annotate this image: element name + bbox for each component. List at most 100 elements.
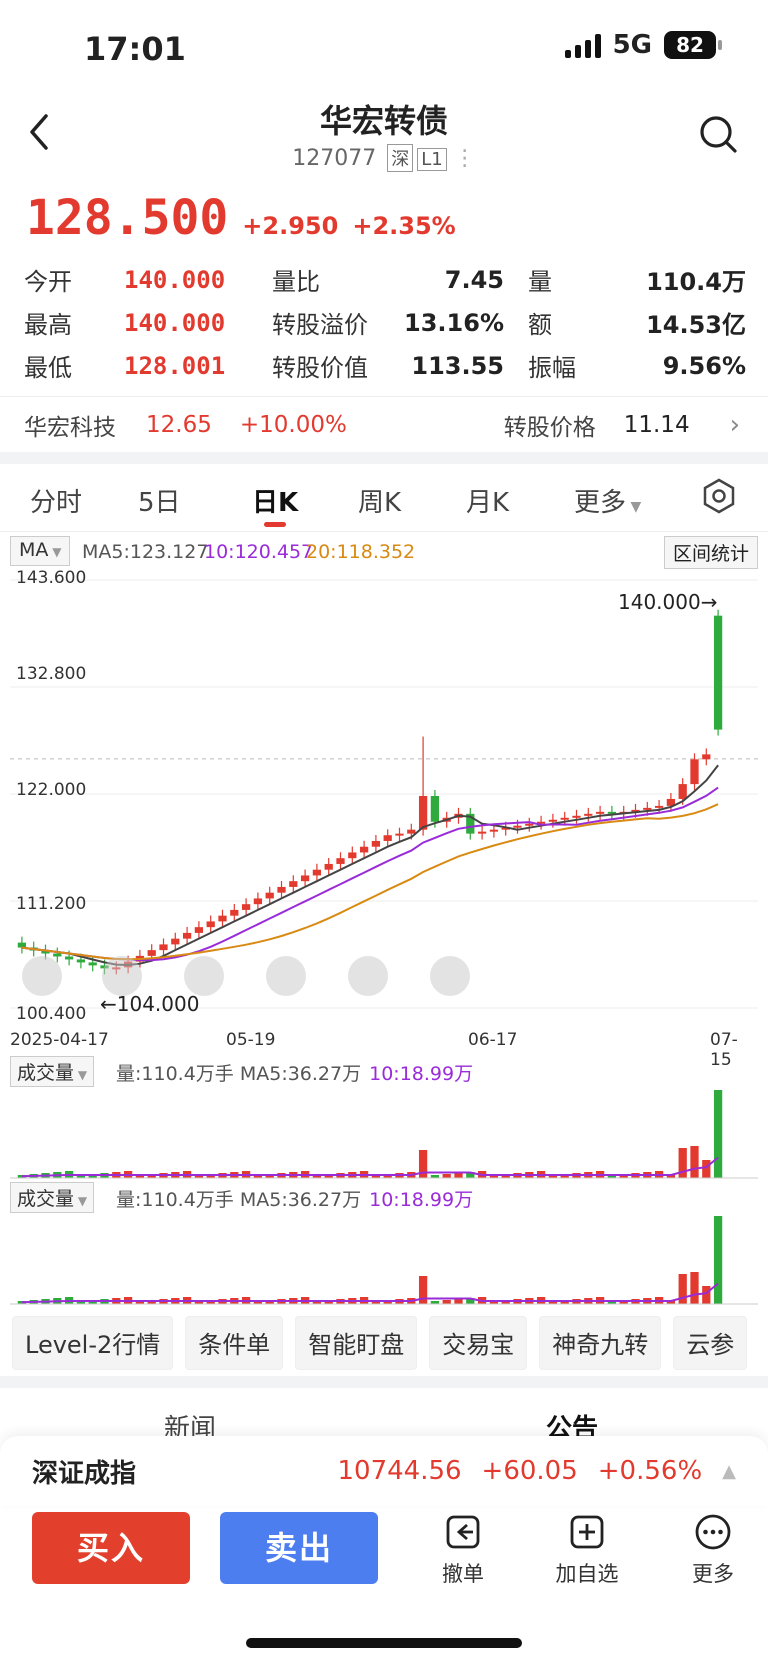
tool-condition-order[interactable]: 条件单 xyxy=(185,1316,284,1370)
tab-intraday[interactable]: 分时 xyxy=(30,488,83,518)
chart-tabs: 分时 5日 日K 周K 月K 更多 ▼ xyxy=(0,464,768,532)
underlying-stock-row[interactable]: 华宏科技 12.65 +10.00% 转股价格 11.14 › xyxy=(0,396,768,452)
zoom-out-icon[interactable] xyxy=(184,956,224,996)
chart-settings-icon[interactable] xyxy=(702,478,736,521)
tool-magic-nine[interactable]: 神奇九转 xyxy=(539,1316,662,1370)
sell-button[interactable]: 卖出 xyxy=(220,1512,378,1584)
candle-body xyxy=(572,815,581,818)
volume-bar xyxy=(489,1175,499,1178)
stats-grid: 今开 140.000 量比 7.45 量 110.4万 最高 140.000 转… xyxy=(24,258,746,387)
volume-bar xyxy=(135,1301,145,1304)
chevron-left-icon[interactable] xyxy=(266,956,306,996)
ma-indicator-bar: MA ▼ MA5:123.127 10:120.457 20:118.352 区… xyxy=(10,536,758,569)
volume-bar xyxy=(702,1286,711,1304)
ma20-line xyxy=(21,803,719,961)
fullscreen-icon[interactable] xyxy=(430,956,470,996)
divider xyxy=(0,452,768,464)
stat-value: 9.56% xyxy=(662,351,746,380)
volume-bar xyxy=(466,1172,475,1178)
volume-bar xyxy=(666,1175,676,1178)
candle-body xyxy=(230,909,239,916)
candle-body xyxy=(430,795,440,822)
indicator-selector[interactable]: MA ▼ xyxy=(10,536,71,566)
candle-body xyxy=(182,932,192,939)
cancel-order-button[interactable]: 撤单 xyxy=(418,1512,508,1588)
candle-body xyxy=(643,807,652,810)
ma10-value: 10:120.457 xyxy=(204,541,314,563)
price-change-pct: +2.35% xyxy=(352,212,456,240)
stat-value: 113.55 xyxy=(411,351,504,380)
volume-panel-header: 成交量 ▼ 量:110.4万手 MA5:36.27万 10:18.99万 xyxy=(10,1182,758,1213)
candle-body xyxy=(595,811,605,814)
candle-body xyxy=(466,813,475,834)
scroll-left-button[interactable] xyxy=(22,956,62,996)
candle-body xyxy=(324,863,333,870)
tab-weekly-k[interactable]: 周K xyxy=(358,488,402,518)
undo-icon xyxy=(446,1515,480,1549)
candle-body xyxy=(41,950,50,954)
volume-bar xyxy=(418,1150,428,1178)
candle-body xyxy=(76,959,86,963)
tab-monthly-k[interactable]: 月K xyxy=(466,488,510,518)
tool-smart-watch[interactable]: 智能盯盘 xyxy=(295,1316,418,1370)
kline-chart[interactable]: 143.600 132.800 122.000 111.200 100.400 … xyxy=(10,568,758,1070)
last-price: 128.500 xyxy=(26,190,229,246)
volume-ma-line xyxy=(21,1156,719,1178)
volume-values: 量:110.4万手 MA5:36.27万 10:18.99万 xyxy=(116,1063,474,1085)
tool-trade-treasure[interactable]: 交易宝 xyxy=(429,1316,528,1370)
volume-bar xyxy=(454,1173,463,1178)
index-ticker[interactable]: 深证成指 10744.56 +60.05 +0.56% ▲ xyxy=(0,1436,768,1506)
volume-selector[interactable]: 成交量 ▼ xyxy=(10,1182,95,1213)
signal-icon xyxy=(564,32,601,58)
volume-bar xyxy=(371,1175,381,1178)
zoom-in-icon[interactable] xyxy=(102,956,142,996)
candle-body xyxy=(194,927,204,933)
volume-chart xyxy=(10,1216,758,1305)
chevron-up-icon[interactable]: ▲ xyxy=(722,1460,736,1482)
candle-body xyxy=(548,819,558,822)
volume-bar xyxy=(442,1174,451,1178)
x-tick-label: 07-15 xyxy=(710,1030,738,1070)
volume-values: 量:110.4万手 MA5:36.27万 10:18.99万 xyxy=(116,1189,474,1211)
plus-square-icon xyxy=(570,1515,604,1549)
chevron-right-icon[interactable] xyxy=(348,956,388,996)
header: 华宏转债 127077 深 L1 ⋮ xyxy=(0,96,768,188)
add-watchlist-button[interactable]: 加自选 xyxy=(542,1512,632,1588)
quote-summary: 128.500 +2.950 +2.35% xyxy=(26,190,456,246)
candle-body xyxy=(654,805,664,808)
volume-bar xyxy=(678,1148,687,1178)
candle-body xyxy=(253,898,263,905)
chevron-right-icon[interactable]: › xyxy=(729,409,740,440)
tab-daily-k[interactable]: 日K xyxy=(252,482,298,527)
volume-bar xyxy=(690,1146,699,1178)
stats-row: 今开 140.000 量比 7.45 量 110.4万 xyxy=(24,258,746,301)
search-icon[interactable] xyxy=(698,114,738,158)
candle-body xyxy=(53,953,62,957)
stat-value: 140.000 xyxy=(124,308,226,337)
stat-label: 最低 xyxy=(24,354,72,382)
back-icon[interactable] xyxy=(26,112,52,163)
x-tick-label: 06-17 xyxy=(468,1030,518,1050)
index-name: 深证成指 xyxy=(32,1458,137,1489)
tool-level2[interactable]: Level-2行情 xyxy=(12,1316,174,1370)
candle-body xyxy=(383,835,392,841)
stat-label: 最高 xyxy=(24,311,72,339)
volume-selector[interactable]: 成交量 ▼ xyxy=(10,1056,95,1087)
more-button[interactable]: 更多 xyxy=(668,1512,758,1588)
range-stats-button[interactable]: 区间统计 xyxy=(663,536,758,569)
volume-bar xyxy=(713,1216,723,1304)
candle-body xyxy=(300,875,310,882)
stat-value: 110.4万 xyxy=(646,268,746,296)
tab-more[interactable]: 更多 ▼ xyxy=(574,488,642,518)
volume-bar xyxy=(666,1301,676,1304)
tab-5day[interactable]: 5日 xyxy=(138,488,181,518)
buy-button[interactable]: 买入 xyxy=(32,1512,190,1584)
volume-bar xyxy=(690,1272,699,1304)
volume-panel-header: 成交量 ▼ 量:110.4万手 MA5:36.27万 10:18.99万 xyxy=(10,1056,758,1087)
volume-bar xyxy=(76,1301,86,1304)
more-dots-icon[interactable]: ⋮ xyxy=(453,146,476,171)
candle-body xyxy=(289,881,298,887)
volume-bar xyxy=(418,1276,428,1304)
ma20-value: 20:118.352 xyxy=(306,541,416,563)
tool-cloud[interactable]: 云参 xyxy=(673,1316,748,1370)
